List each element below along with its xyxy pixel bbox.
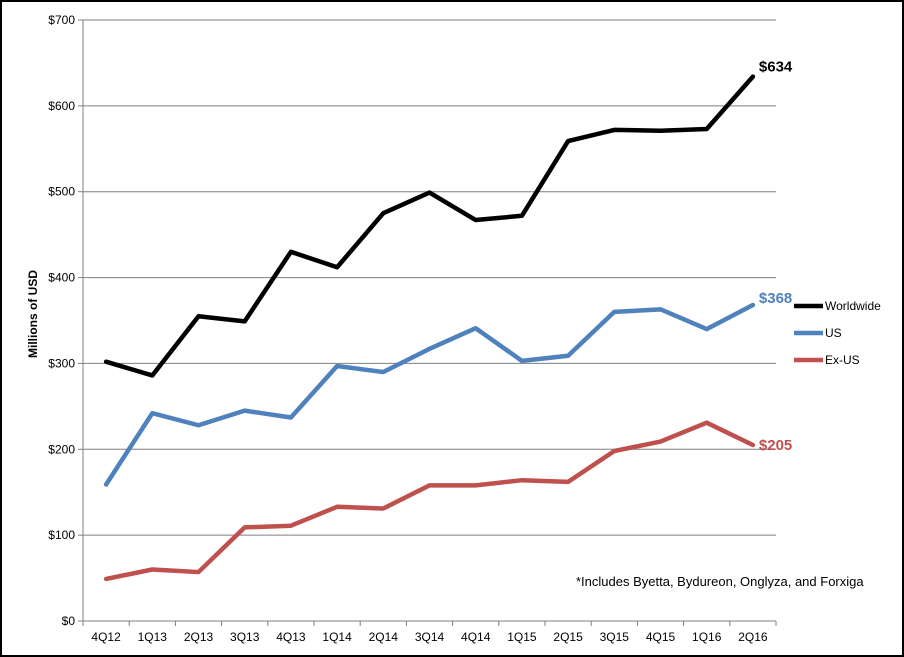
x-tick-label: 4Q15 xyxy=(646,630,676,644)
x-tick-label: 2Q14 xyxy=(369,630,399,644)
y-tick-label: $0 xyxy=(62,614,76,628)
x-tick-label: 2Q16 xyxy=(738,630,768,644)
y-tick-label: $600 xyxy=(48,99,75,113)
x-tick-label: 2Q15 xyxy=(553,630,583,644)
end-value-label: $368 xyxy=(759,290,792,307)
axes xyxy=(82,20,776,622)
series-line-us xyxy=(103,302,756,487)
x-tick-label: 3Q15 xyxy=(600,630,630,644)
end-value-label: $205 xyxy=(759,437,792,454)
x-tick-labels: 4Q12 1Q13 2Q13 3Q13 4Q13 1Q14 2Q14 3Q14 4Q14 1Q15… xyxy=(82,621,777,644)
footnote-annotation: *Includes Byetta, Bydureon, Onglyza, and… xyxy=(576,574,864,589)
legend-label: Ex-US xyxy=(825,353,860,367)
x-tick-label: 4Q12 xyxy=(91,630,121,644)
series-line-worldwide xyxy=(103,74,756,378)
x-tick-label: 2Q13 xyxy=(184,630,214,644)
x-tick-label: 3Q13 xyxy=(230,630,260,644)
series-line-ex-us xyxy=(103,420,756,582)
y-tick-label: $500 xyxy=(48,185,75,199)
y-tick-label: $300 xyxy=(48,356,75,370)
end-value-label: $634 xyxy=(759,59,793,76)
grid-lines xyxy=(78,19,776,622)
y-tick-label: $200 xyxy=(48,442,75,456)
x-tick-label: 1Q16 xyxy=(692,630,722,644)
end-labels: $634 $368 $205 xyxy=(759,59,793,454)
x-tick-label: 1Q15 xyxy=(507,630,537,644)
legend-label: Worldwide xyxy=(825,299,881,313)
x-tick-label: 4Q14 xyxy=(461,630,491,644)
series-lines xyxy=(103,74,756,582)
y-axis-label: Millions of USD xyxy=(26,270,40,358)
y-tick-label: $400 xyxy=(48,271,75,285)
x-tick-label: 3Q14 xyxy=(415,630,445,644)
legend: Worldwide US Ex-US xyxy=(794,299,881,367)
legend-label: US xyxy=(825,326,842,340)
x-tick-label: 1Q14 xyxy=(322,630,352,644)
y-tick-label: $100 xyxy=(48,528,75,542)
y-tick-label: $700 xyxy=(48,13,75,27)
y-tick-labels: $0 $100 $200 $300 $400 $500 $600 $700 xyxy=(48,13,75,628)
x-tick-label: 1Q13 xyxy=(138,630,168,644)
x-tick-label: 4Q13 xyxy=(276,630,306,644)
